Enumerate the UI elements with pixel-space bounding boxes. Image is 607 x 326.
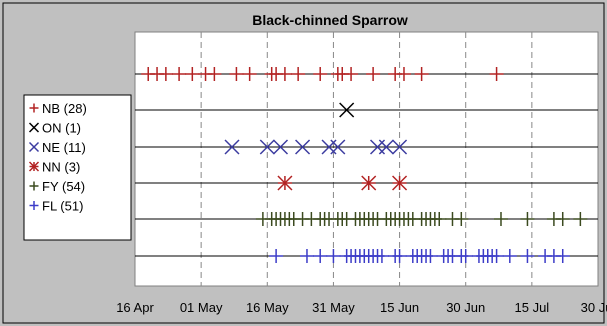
legend-marker: [28, 141, 40, 153]
marker-stroke: [28, 122, 40, 133]
data-point-nb: [158, 67, 173, 81]
data-point-fl: [502, 249, 517, 263]
data-point-fl: [269, 249, 284, 263]
data-point-nb: [344, 67, 359, 81]
data-point-fl: [374, 249, 389, 263]
data-point-fy: [520, 212, 535, 226]
data-point-nb: [172, 67, 187, 81]
legend-marker: [29, 201, 39, 210]
marker-stroke: [378, 139, 394, 155]
x-axis-tick-labels: 16 Apr 01 May 16 May 31 May 15 Jun 30 Jun 15 J…: [116, 300, 607, 315]
data-point-on: [339, 102, 355, 118]
data-point-ne: [392, 139, 408, 155]
legend-item-fy: FY (54): [29, 179, 85, 194]
data-point-ne: [378, 139, 394, 155]
data-point-fl: [392, 249, 407, 263]
data-point-nb: [313, 67, 328, 81]
x-tick-label: 15 Jul: [515, 300, 550, 315]
data-point-nb: [277, 67, 292, 81]
data-point-fl: [520, 249, 535, 263]
legend-marker: [28, 161, 40, 172]
legend-label: FY (54): [42, 179, 85, 194]
marker-stroke: [272, 139, 289, 155]
data-point-ne: [330, 139, 346, 155]
data-point-fl: [299, 249, 314, 263]
legend-marker: [29, 103, 39, 113]
legend-marker: [29, 181, 39, 191]
marker-stroke: [224, 139, 240, 155]
marker-stroke: [277, 175, 293, 191]
data-point-nb: [489, 67, 504, 81]
data-point-fl: [423, 249, 438, 263]
legend-item-fl: FL (51): [29, 199, 83, 214]
marker-stroke: [259, 139, 275, 155]
marker-stroke: [28, 161, 40, 172]
data-point-fl: [489, 249, 504, 263]
legend-label: NB (28): [42, 101, 87, 116]
data-point-nb: [291, 67, 306, 81]
marker-stroke: [339, 102, 355, 118]
legend-marker: [28, 122, 40, 133]
data-point-nn: [361, 175, 377, 191]
marker-stroke: [330, 139, 346, 155]
data-point-fl: [313, 249, 328, 263]
data-point-fl: [458, 249, 473, 263]
legend-box: [23, 94, 132, 241]
legend: NB (28) ON (1) NE (11) NN (3) FY (54) FL (51): [28, 101, 87, 214]
data-point-ne: [224, 139, 240, 155]
data-point-nb: [396, 67, 411, 81]
marker-stroke: [295, 139, 311, 155]
x-tick-label: 31 May: [312, 300, 355, 315]
data-point-fl: [326, 249, 341, 263]
data-point-ne: [259, 139, 275, 155]
legend-label: ON (1): [42, 121, 81, 136]
x-tick-label: 30 Jun: [446, 300, 485, 315]
data-point-fy: [432, 212, 447, 226]
legend-item-on: ON (1): [28, 121, 81, 136]
data-point-nb: [414, 67, 429, 81]
data-point-fl: [555, 249, 570, 263]
data-markers: [141, 67, 588, 263]
chart-title: Black-chinned Sparrow: [252, 12, 408, 28]
legend-item-nb: NB (28): [29, 101, 87, 116]
data-point-nn: [392, 175, 408, 191]
data-point-fy: [555, 212, 570, 226]
legend-label: NE (11): [42, 140, 86, 155]
legend-item-ne: NE (11): [28, 140, 86, 155]
legend-item-nn: NN (3): [28, 160, 80, 175]
data-point-fy: [454, 212, 469, 226]
legend-label: FL (51): [42, 199, 83, 214]
marker-stroke: [392, 139, 408, 155]
data-point-nb: [207, 67, 222, 81]
x-tick-label: 01 May: [180, 300, 223, 315]
x-tick-label: 30 Jul: [581, 300, 607, 315]
marker-stroke: [28, 141, 40, 153]
plot-area: [134, 31, 599, 287]
data-point-fy: [573, 212, 588, 226]
marker-stroke: [361, 175, 377, 191]
x-tick-label: 16 Apr: [116, 300, 154, 315]
data-point-nb: [229, 67, 244, 81]
data-point-nb: [366, 67, 381, 81]
data-point-nn: [277, 175, 293, 191]
x-tick-label: 16 May: [246, 300, 289, 315]
data-point-ne: [272, 139, 289, 155]
data-point-nb: [242, 67, 257, 81]
data-point-ne: [295, 139, 311, 155]
x-tick-label: 15 Jun: [380, 300, 419, 315]
marker-stroke: [392, 175, 408, 191]
data-point-fy: [493, 212, 508, 226]
legend-label: NN (3): [42, 160, 80, 175]
data-point-nb: [185, 67, 200, 81]
